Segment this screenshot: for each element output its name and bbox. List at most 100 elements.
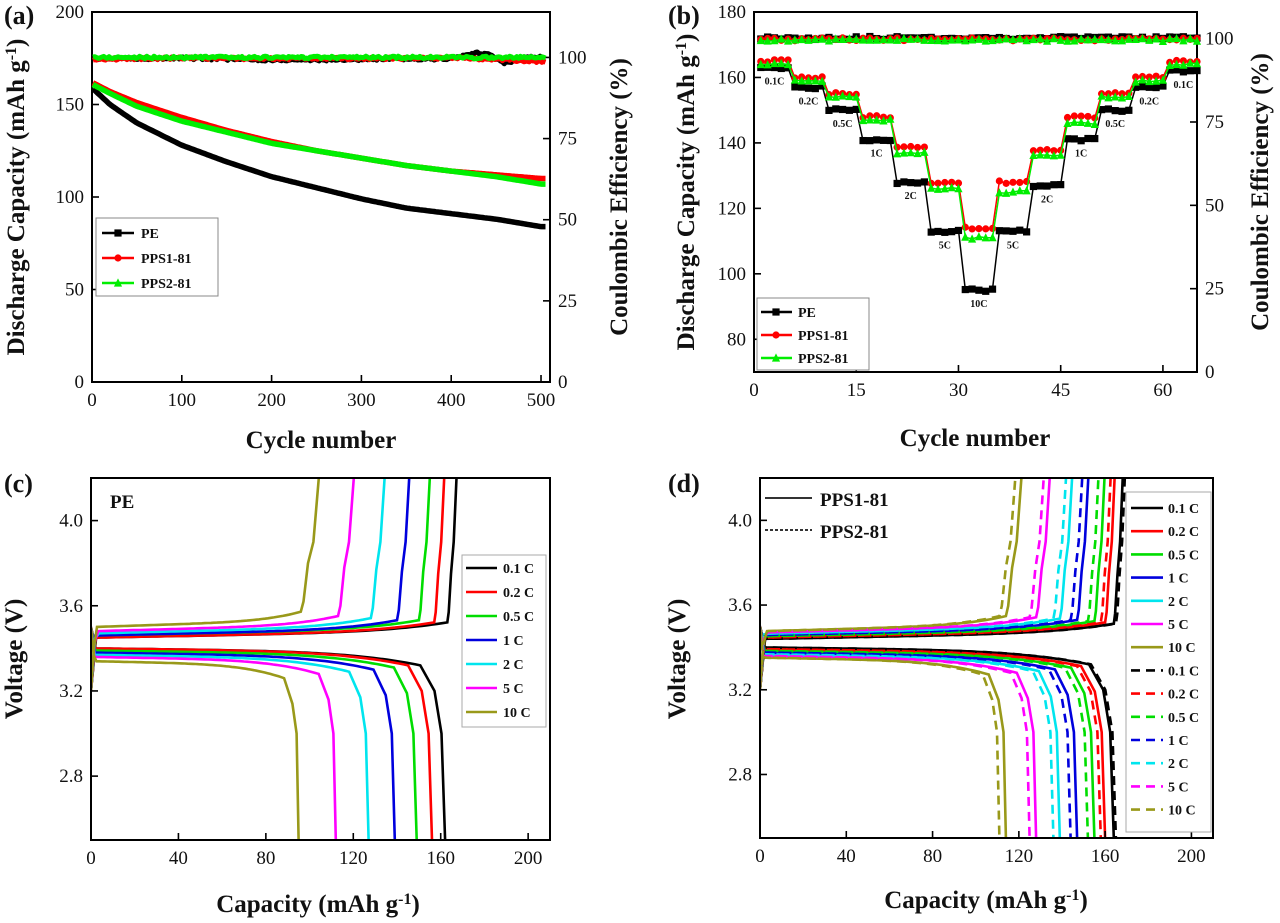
efficiency-marker <box>1165 34 1174 43</box>
efficiency-marker <box>1056 35 1065 44</box>
legend: 0.1 C 0.2 C 0.5 C 1 C 2 C 5 C 10 C 0.1 C 0.2 C 0.… <box>1125 491 1212 833</box>
legend-marker <box>113 278 123 287</box>
x-axis-title: Capacity (mAh g-1) <box>216 891 420 919</box>
efficiency-marker <box>1036 34 1045 43</box>
capacity-marker <box>1097 91 1106 100</box>
capacity-marker <box>967 234 977 243</box>
efficiency-marker <box>1104 35 1113 44</box>
capacity-marker <box>824 92 834 101</box>
y-tick-label: 100 <box>56 187 85 208</box>
discharge-curve <box>760 626 1055 838</box>
capacity-marker <box>886 136 894 145</box>
x-tick-label: 400 <box>437 390 466 411</box>
efficiency-line <box>92 53 547 62</box>
y-tick-label: 0 <box>75 372 85 393</box>
efficiency-marker <box>763 36 772 45</box>
capacity-marker <box>1152 72 1160 80</box>
capacity-marker <box>1063 135 1072 143</box>
capacity-marker <box>804 84 813 92</box>
capacity-marker <box>1036 150 1045 159</box>
rate-label: 10C <box>970 299 987 310</box>
efficiency-marker <box>852 34 861 43</box>
capacity-marker <box>859 136 867 145</box>
efficiency-marker <box>1083 35 1093 44</box>
efficiency-marker <box>1152 34 1161 43</box>
plot-frame <box>753 11 1198 373</box>
efficiency-marker <box>967 35 977 44</box>
discharge-curve-10C <box>91 626 300 840</box>
capacity-marker <box>995 227 1003 235</box>
efficiency-marker <box>845 34 854 43</box>
efficiency-marker <box>858 35 868 44</box>
efficiency-marker <box>995 35 1004 44</box>
efficiency-marker <box>1042 36 1052 45</box>
capacity-marker <box>791 83 799 91</box>
capacity-marker <box>1152 83 1160 92</box>
capacity-marker <box>933 184 943 193</box>
efficiency-marker <box>1008 34 1018 44</box>
capacity-marker <box>1036 182 1044 190</box>
legend-label: 0.5 C <box>503 610 534 625</box>
x-tick-label: 40 <box>837 846 856 867</box>
capacity-marker <box>940 184 949 193</box>
panel-letter: (c) <box>4 469 33 498</box>
legend-label: PPS1-81 <box>141 252 192 267</box>
efficiency-marker <box>906 34 915 43</box>
series-pe <box>91 49 547 230</box>
capacity-marker <box>913 179 922 187</box>
axis-title-part: ) <box>673 34 700 42</box>
rate-label: 2C <box>905 191 917 202</box>
x-tick-label: 15 <box>847 380 866 401</box>
capacity-marker <box>1111 92 1120 101</box>
capacity-marker <box>886 114 895 123</box>
legend: PE PPS1-81 PPS2-81 <box>95 217 219 297</box>
capacity-marker <box>811 84 819 93</box>
y2-axis-title: Coulombic Efficiency (%) <box>1247 53 1274 331</box>
capacity-marker <box>968 285 976 293</box>
legend-label: 1 C <box>1168 734 1189 749</box>
efficiency-marker <box>831 34 840 43</box>
legend-label: 0.2 C <box>1168 525 1199 540</box>
capacity-marker <box>954 179 963 187</box>
efficiency-marker <box>940 36 949 45</box>
rate-label: 0.5C <box>1105 119 1125 130</box>
capacity-marker <box>927 228 935 236</box>
y-tick-label: 200 <box>56 2 85 23</box>
capacity-marker <box>832 105 840 113</box>
efficiency-marker <box>988 35 997 45</box>
capacity-marker <box>988 233 997 242</box>
capacity-marker <box>1179 68 1187 76</box>
x-tick-label: 120 <box>339 848 368 869</box>
rate-label: 1C <box>1075 149 1087 160</box>
y2-tick-label: 25 <box>1205 279 1224 300</box>
discharge-curve <box>760 625 1090 838</box>
series-pps1-81 <box>91 54 547 182</box>
legend: 0.1 C 0.2 C 0.5 C 1 C 2 C 5 C 10 C <box>461 554 547 728</box>
efficiency-marker <box>933 35 943 45</box>
capacity-line <box>91 80 547 182</box>
capacity-marker <box>1172 66 1181 74</box>
efficiency-marker <box>1002 34 1011 43</box>
capacity-marker <box>927 183 936 192</box>
legend-marker <box>114 254 122 262</box>
x-tick-label: 0 <box>755 846 765 867</box>
panel-d-voltage-chart: 0 40 80 120 160 200 2.8 3.2 3.6 4.0 PPS1-81 PPS2-81… <box>664 469 1214 914</box>
series-pps1-81 <box>757 34 1201 233</box>
capacity-marker <box>852 105 860 114</box>
capacity-marker <box>899 148 909 157</box>
y2-tick-label: 100 <box>558 47 587 68</box>
rate-label: 0.1C <box>765 77 785 88</box>
capacity-marker <box>770 58 779 68</box>
legend-label: 2 C <box>503 658 524 673</box>
y2-tick-label: 100 <box>1205 29 1234 50</box>
discharge-curve-0.5C <box>91 626 418 840</box>
y-tick-label: 160 <box>718 67 747 88</box>
y2-tick-label: 0 <box>558 372 568 393</box>
capacity-marker <box>893 149 902 158</box>
charge-curve-2C <box>91 478 386 691</box>
capacity-marker <box>1077 117 1086 126</box>
efficiency-marker <box>804 35 813 44</box>
y-tick-label: 2.8 <box>59 766 83 787</box>
legend-box <box>1125 491 1212 833</box>
capacity-marker <box>1193 66 1201 75</box>
